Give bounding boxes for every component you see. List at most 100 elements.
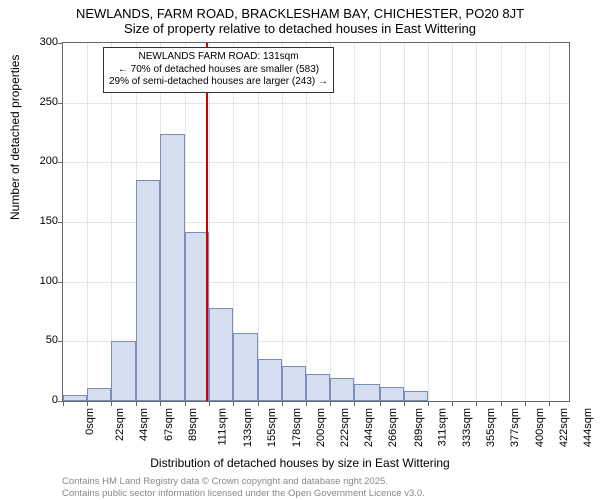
x-tick-label: 377sqm (509, 408, 521, 447)
footer-line-1: Contains HM Land Registry data © Crown c… (62, 476, 570, 488)
histogram-bar (258, 359, 282, 401)
x-tick-label: 333sqm (461, 408, 473, 447)
x-tick-label: 155sqm (266, 408, 278, 447)
x-tick-label: 44sqm (138, 408, 150, 441)
histogram-bar (185, 232, 209, 401)
gridline-v (501, 43, 502, 401)
chart-title-sub: Size of property relative to detached ho… (0, 21, 600, 40)
x-tick-label: 422sqm (558, 408, 570, 447)
histogram-bar (380, 387, 404, 401)
callout-line-2: ← 70% of detached houses are smaller (58… (109, 64, 328, 77)
x-tick (380, 401, 381, 406)
callout-line-1: NEWLANDS FARM ROAD: 131sqm (109, 51, 328, 64)
gridline-h (63, 162, 569, 163)
y-tick-label: 0 (18, 394, 58, 406)
x-tick (452, 401, 453, 406)
x-tick (428, 401, 429, 406)
chart-footer: Contains HM Land Registry data © Crown c… (62, 476, 570, 500)
histogram-bar (404, 391, 428, 401)
x-tick (282, 401, 283, 406)
footer-line-2: Contains public sector information licen… (62, 488, 570, 500)
gridline-v (282, 43, 283, 401)
x-tick (476, 401, 477, 406)
histogram-bar (233, 333, 258, 401)
gridline-v (476, 43, 477, 401)
gridline-v (380, 43, 381, 401)
x-tick (258, 401, 259, 406)
x-tick (549, 401, 550, 406)
x-tick-label: 266sqm (387, 408, 399, 447)
gridline-v (87, 43, 88, 401)
x-tick (306, 401, 307, 406)
histogram-bar (136, 180, 160, 401)
y-tick-label: 250 (18, 96, 58, 108)
x-tick (354, 401, 355, 406)
x-tick (525, 401, 526, 406)
histogram-bar (160, 134, 184, 401)
chart-title-main: NEWLANDS, FARM ROAD, BRACKLESHAM BAY, CH… (0, 0, 600, 21)
y-tick (58, 341, 63, 342)
x-tick (63, 401, 64, 406)
x-tick-label: 444sqm (582, 408, 594, 447)
x-tick-label: 0sqm (84, 408, 96, 435)
gridline-v (452, 43, 453, 401)
x-tick-label: 67sqm (163, 408, 175, 441)
gridline-v (549, 43, 550, 401)
histogram-bar (87, 388, 111, 401)
x-tick (136, 401, 137, 406)
y-tick (58, 282, 63, 283)
histogram-bar (209, 308, 233, 401)
plot-area: NEWLANDS FARM ROAD: 131sqm← 70% of detac… (62, 42, 570, 402)
x-tick (330, 401, 331, 406)
y-tick (58, 103, 63, 104)
gridline-v (428, 43, 429, 401)
histogram-bar (111, 341, 136, 401)
x-tick-label: 200sqm (315, 408, 327, 447)
gridline-v (330, 43, 331, 401)
x-tick (209, 401, 210, 406)
marker-line (206, 43, 208, 401)
x-tick-label: 244sqm (363, 408, 375, 447)
x-tick (404, 401, 405, 406)
gridline-v (354, 43, 355, 401)
y-tick-label: 50 (18, 334, 58, 346)
histogram-bar (330, 378, 354, 401)
histogram-bar (306, 374, 330, 401)
chart-container: NEWLANDS, FARM ROAD, BRACKLESHAM BAY, CH… (0, 0, 600, 500)
x-tick (233, 401, 234, 406)
y-tick-label: 150 (18, 215, 58, 227)
x-tick (185, 401, 186, 406)
x-tick-label: 111sqm (216, 408, 228, 446)
histogram-bar (354, 384, 379, 401)
gridline-v (525, 43, 526, 401)
y-tick-label: 100 (18, 275, 58, 287)
x-tick (501, 401, 502, 406)
x-tick (111, 401, 112, 406)
histogram-bar (63, 395, 87, 401)
gridline-v (404, 43, 405, 401)
x-tick-label: 311sqm (436, 408, 448, 446)
x-tick-label: 222sqm (339, 408, 351, 447)
gridline-h (63, 103, 569, 104)
y-tick-label: 300 (18, 36, 58, 48)
x-tick-label: 89sqm (188, 408, 200, 441)
callout-line-3: 29% of semi-detached houses are larger (… (109, 76, 328, 89)
y-tick (58, 222, 63, 223)
x-tick-label: 22sqm (114, 408, 126, 441)
x-tick (87, 401, 88, 406)
x-axis-label: Distribution of detached houses by size … (0, 456, 600, 470)
x-tick-label: 133sqm (242, 408, 254, 447)
y-tick (58, 43, 63, 44)
y-tick-label: 200 (18, 155, 58, 167)
x-tick-label: 400sqm (534, 408, 546, 447)
callout-box: NEWLANDS FARM ROAD: 131sqm← 70% of detac… (103, 47, 334, 93)
histogram-bar (282, 366, 306, 401)
x-tick-label: 289sqm (413, 408, 425, 447)
x-tick (160, 401, 161, 406)
gridline-v (306, 43, 307, 401)
x-tick-label: 178sqm (291, 408, 303, 447)
y-axis-label: Number of detached properties (8, 55, 22, 220)
gridline-v (258, 43, 259, 401)
y-tick (58, 162, 63, 163)
x-tick-label: 355sqm (485, 408, 497, 447)
